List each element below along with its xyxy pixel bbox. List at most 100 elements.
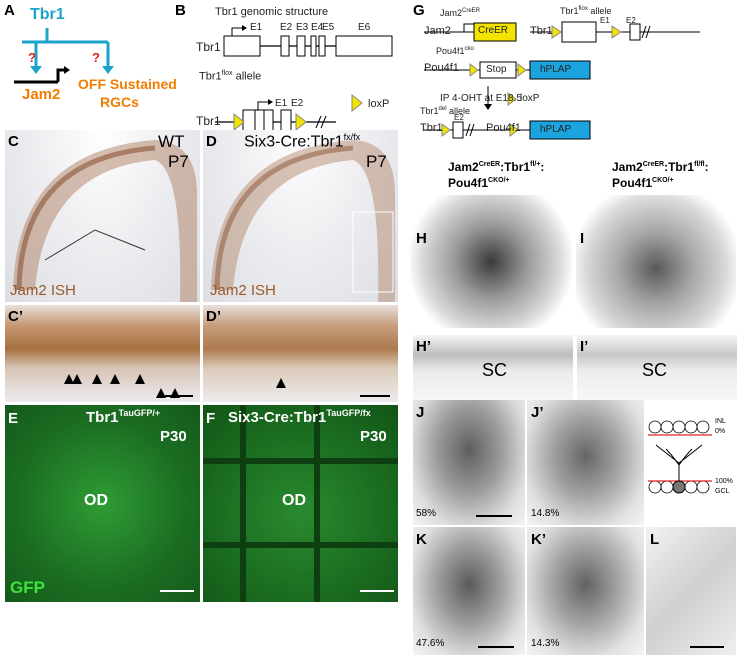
panel-i-prime-label: I’	[580, 338, 589, 355]
tbr1-gene-label-g: Tbr1	[530, 25, 553, 37]
regulation-diagram	[14, 28, 114, 84]
p30-label-e: P30	[160, 428, 187, 445]
sc-label-h: SC	[482, 360, 508, 380]
arrowhead-c1	[64, 374, 74, 384]
od-label-e: OD	[84, 492, 108, 509]
panel-l-image	[646, 527, 736, 655]
six3-cre-tbr1-label-f: Six3-Cre:Tbr1TauGFP/fx	[228, 408, 371, 426]
creer-box-label: CreER	[478, 25, 509, 36]
panel-j-label: J	[416, 404, 425, 421]
gcl-label: GCL	[715, 488, 730, 495]
inl-label: INL	[715, 418, 726, 425]
panel-h-prime-label: H’	[416, 338, 431, 355]
hplap-box-label: hPLAP	[540, 64, 572, 75]
pou4f1-cko-label: Pou4f1cko	[436, 46, 474, 56]
panel-c-label: C	[8, 133, 19, 150]
sc-label-i: SC	[642, 360, 668, 380]
panel-a-label: A	[4, 2, 15, 19]
rgcs-label: RGCs	[100, 94, 139, 110]
tbr1-del-allele-label: Tbr1del allele	[420, 106, 471, 116]
stop-box-label: Stop	[486, 64, 507, 75]
tbr1-gene-label: Tbr1	[196, 40, 221, 54]
panel-d-prime-label: D’	[206, 308, 221, 325]
exon-e3: E3	[296, 22, 309, 33]
panel-l-label: L	[650, 531, 660, 548]
pct100-label: 100%	[715, 478, 733, 485]
genotype-i-line2: Pou4f1CKO/+	[612, 176, 674, 190]
hplap-box-label-2: hPLAP	[540, 124, 572, 135]
panel-j-prime-label: J’	[531, 404, 544, 421]
scalebar-l	[690, 646, 724, 648]
scalebar-f	[360, 590, 394, 592]
del-e2-label: E2	[454, 113, 464, 122]
six3-cre-tbr1-label-d: Six3-Cre:Tbr1fx/fx	[244, 132, 361, 151]
panel-k-prime-label: K’	[531, 531, 546, 548]
arrowhead-d1	[276, 378, 286, 388]
panel-k-image	[413, 527, 525, 655]
pou4f1-gene-label-2: Pou4f1	[486, 122, 521, 134]
jam2-gene-label-g: Jam2	[424, 25, 451, 37]
scalebar-c-prime	[165, 395, 193, 397]
wt-label: WT	[158, 132, 185, 151]
flox-exon-e2: E2	[291, 98, 304, 109]
panel-b-label: B	[175, 2, 186, 19]
tbr1-flox-gene-label: Tbr1	[196, 114, 221, 128]
panel-f-label: F	[206, 410, 216, 427]
panel-d-label: D	[206, 133, 217, 150]
panel-g-label: G	[413, 2, 425, 19]
question-mark-2: ?	[92, 50, 100, 65]
flox-e1-label-g: E1	[600, 16, 610, 25]
arrowhead-c7	[170, 388, 180, 398]
exon-e4: E4	[311, 22, 324, 33]
loxp-legend-g: loxP	[520, 93, 540, 104]
panel-d-image	[203, 130, 398, 302]
scalebar-e	[160, 590, 194, 592]
flox-e2-label-g: E2	[626, 16, 636, 25]
exon-e1: E1	[250, 22, 263, 33]
off-sustained-label: OFF Sustained	[78, 76, 177, 92]
arrowhead-c4	[110, 374, 120, 384]
panel-i-image	[576, 195, 736, 328]
tbr1-label: Tbr1	[30, 6, 65, 23]
tbr1-flox-allele-label-g: Tbr1flox allele	[560, 6, 612, 16]
p7-label-c: P7	[168, 152, 189, 171]
genetic-strategy-diagram	[424, 21, 700, 140]
jam2-creer-allele-label: Jam2CreER	[440, 8, 481, 18]
exon-e6: E6	[358, 22, 371, 33]
pct0-label: 0%	[715, 428, 726, 435]
percentage-j: 58%	[416, 508, 437, 519]
arrowhead-c6	[156, 388, 166, 398]
panel-i-prime-image	[577, 335, 737, 400]
panel-h-image	[410, 195, 572, 328]
genotype-h-line2: Pou4f1CKO/+	[448, 176, 510, 190]
panel-d-prime-image	[203, 305, 398, 402]
panel-j-image	[413, 400, 525, 525]
percentage-j-prime: 14.8%	[531, 508, 560, 519]
exon-e5: E5	[322, 22, 335, 33]
genotype-h-line1: Jam2CreER:Tbr1fl/+:	[448, 160, 545, 174]
p30-label-f: P30	[360, 428, 387, 445]
panel-k-prime-image	[527, 527, 644, 655]
tamoxifen-label: IP 4-OHT at E18.5	[440, 93, 522, 104]
percentage-k: 47.6%	[416, 638, 445, 649]
panel-c-prime-label: C’	[8, 308, 23, 325]
question-mark-1: ?	[28, 50, 36, 65]
panel-c-prime-image	[5, 305, 200, 402]
pou4f1-gene-label: Pou4f1	[424, 62, 459, 74]
genotype-i-line1: Jam2CreER:Tbr1fl/fl:	[612, 160, 709, 174]
jam2-ish-label-c: Jam2 ISH	[10, 282, 76, 299]
od-label-f: OD	[282, 492, 306, 509]
panel-e-label: E	[8, 410, 19, 427]
genomic-structure-title: Tbr1 genomic structure	[215, 6, 329, 18]
tbr1-del-gene-label: Tbr1	[420, 122, 443, 134]
panel-h-prime-image	[413, 335, 573, 400]
scalebar-k	[478, 646, 514, 648]
arrowhead-c3	[92, 374, 102, 384]
tbr1-flox-allele-label: Tbr1flox allele	[199, 70, 262, 83]
tbr1-taugfp-label: Tbr1TauGFP/+	[86, 408, 161, 426]
tbr1-gene-diagram	[215, 25, 393, 133]
percentage-k-prime: 14.3%	[531, 638, 560, 649]
scalebar-j	[476, 515, 512, 517]
exon-e2: E2	[280, 22, 293, 33]
flox-exon-e1: E1	[275, 98, 288, 109]
